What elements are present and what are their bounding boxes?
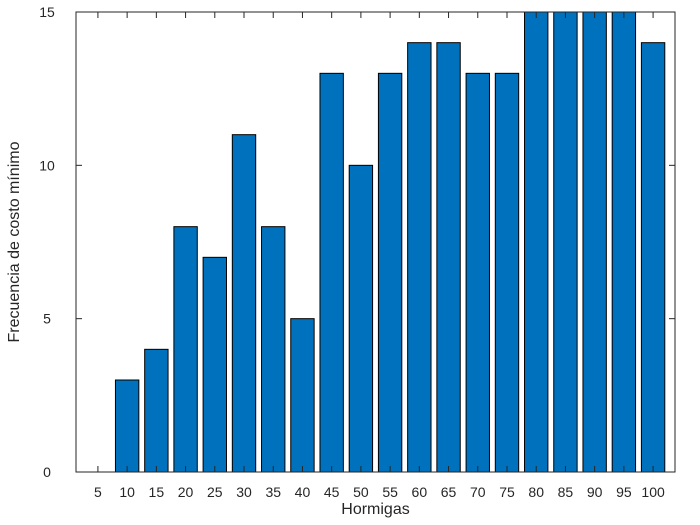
x-tick-label-25: 25 [207,484,223,500]
x-tick-label-30: 30 [236,484,252,500]
bar-60 [407,42,432,473]
bar-40 [290,318,315,473]
bars-group [114,11,666,473]
x-tick-label-80: 80 [528,484,544,500]
bar-70 [465,72,490,473]
x-tick-label-10: 10 [119,484,135,500]
x-tick-label-85: 85 [558,484,574,500]
x-tick-label-5: 5 [94,484,102,500]
x-tick-label-15: 15 [149,484,165,500]
y-tick-label-0: 0 [43,464,51,480]
plot-frame [75,11,676,473]
y-tick-label-5: 5 [43,311,51,327]
bar-15 [144,348,169,473]
bar-65 [436,42,461,473]
bar-10 [114,379,140,473]
bar-95 [611,11,637,473]
x-tick-label-20: 20 [178,484,194,500]
x-tick-label-65: 65 [441,484,457,500]
y-axis-label: Frecuencia de costo mínimo [6,141,23,342]
x-tick-label-55: 55 [382,484,398,500]
bar-90 [582,11,607,473]
x-tick-label-60: 60 [412,484,428,500]
bar-25 [202,256,227,473]
y-tick-label-15: 15 [39,4,55,20]
bar-80 [524,11,549,473]
x-tick-label-35: 35 [265,484,281,500]
x-axis-label: Hormigas [341,501,409,518]
bar-50 [348,164,374,473]
x-tick-label-100: 100 [641,484,665,500]
x-tick-label-40: 40 [295,484,311,500]
y-tick-label-10: 10 [39,157,55,173]
x-tick-label-75: 75 [499,484,515,500]
bar-30 [231,134,257,473]
bar-35 [261,226,286,473]
bar-85 [553,11,578,473]
bar-75 [494,72,520,473]
bar-45 [319,72,344,473]
bar-20 [173,226,198,473]
x-tick-label-50: 50 [353,484,369,500]
x-tick-label-70: 70 [470,484,486,500]
bar-100 [640,42,666,473]
x-tick-label-45: 45 [324,484,340,500]
x-tick-label-95: 95 [616,484,632,500]
bar-55 [377,72,403,473]
x-ticks-group: 5 10 15 20 25 30 35 40 45 50 55 60 65 70 75 80 85 90 95 100 [94,12,665,500]
x-tick-label-90: 90 [587,484,603,500]
